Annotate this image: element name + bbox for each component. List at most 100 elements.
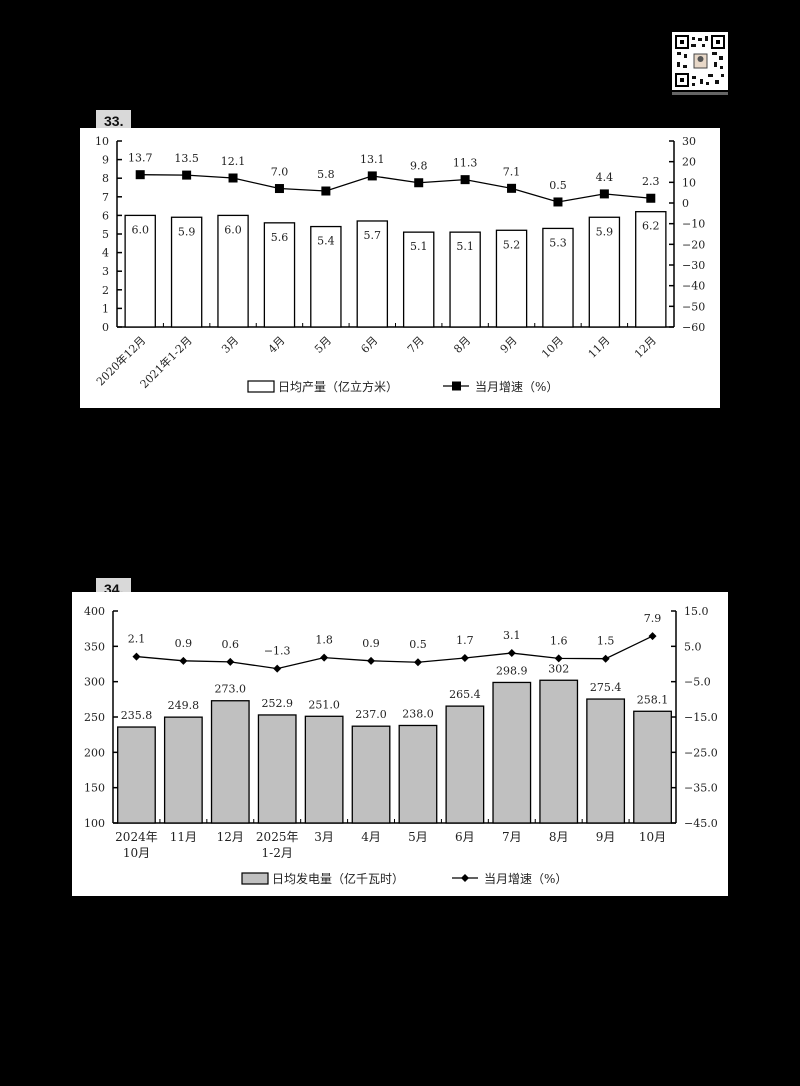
line-marker <box>507 183 517 193</box>
left-tick-label: 250 <box>84 711 105 724</box>
line-value-label: 13.5 <box>174 152 199 165</box>
bar-value-label: 298.9 <box>496 664 527 677</box>
left-tick-label: 200 <box>84 746 105 759</box>
bar <box>402 231 435 328</box>
left-tick-label: 7 <box>102 191 109 204</box>
bar-value-label: 273.0 <box>215 683 247 696</box>
bar-value-label: 5.9 <box>596 225 614 238</box>
line-marker <box>646 193 656 203</box>
chart-34-panel: 100 150 200 250 300 350 400 15.0 5.0 −5.0 −15.0 −25… <box>72 592 728 896</box>
category-label: 9月 <box>498 334 520 356</box>
bar <box>257 714 297 824</box>
line-marker <box>553 197 563 207</box>
left-tick-label: 10 <box>95 135 109 148</box>
category-label: 6月 <box>358 334 380 356</box>
line-value-label: 1.7 <box>456 634 474 647</box>
line-marker <box>413 658 422 667</box>
left-tick-label: 3 <box>102 265 109 278</box>
category-label: 2025年 <box>256 830 299 844</box>
line-value-label: 4.4 <box>596 171 614 184</box>
left-tick-label: 5 <box>102 228 109 241</box>
category-label: 3月 <box>219 334 241 356</box>
right-tick-label: −25.0 <box>684 746 718 759</box>
category-label: 3月 <box>314 830 334 844</box>
legend-bar-label: 日均发电量（亿千瓦时） <box>272 871 404 886</box>
bar-value-label: 6.2 <box>642 220 660 233</box>
category-label: 10月 <box>123 846 150 860</box>
bar <box>310 225 342 328</box>
bar-value-label: 6.0 <box>224 223 242 236</box>
bar <box>445 705 485 824</box>
line-marker <box>601 654 610 663</box>
line-marker <box>367 171 377 181</box>
bar-value-label: 5.1 <box>456 240 474 253</box>
left-tick-label: 8 <box>102 172 109 185</box>
line-value-label: −1.3 <box>264 645 291 658</box>
bar-value-label: 235.8 <box>121 709 153 722</box>
bar <box>495 229 528 328</box>
line-value-label: 11.3 <box>453 157 478 170</box>
category-label: 5月 <box>312 334 334 356</box>
line-marker <box>648 632 657 641</box>
line-value-label: 1.8 <box>315 634 333 647</box>
left-tick-label: 150 <box>84 782 105 795</box>
bar-value-label: 5.3 <box>549 236 567 249</box>
right-tick-label: −60 <box>682 321 705 334</box>
category-label: 8月 <box>451 334 473 356</box>
bar <box>351 725 391 824</box>
category-label: 8月 <box>549 830 569 844</box>
right-tick-label: 10 <box>682 176 696 189</box>
bar <box>635 211 667 328</box>
growth-line <box>140 174 651 203</box>
bar-value-label: 265.4 <box>449 688 481 701</box>
bar <box>398 724 438 824</box>
left-tick-label: 4 <box>102 247 109 260</box>
category-label: 2024年 <box>115 830 158 844</box>
bar <box>588 216 621 328</box>
category-label: 12月 <box>632 334 659 361</box>
category-label: 12月 <box>217 830 244 844</box>
category-label: 11月 <box>586 334 613 361</box>
left-tick-label: 350 <box>84 640 105 653</box>
category-label: 11月 <box>170 830 197 844</box>
bar <box>124 214 156 328</box>
line-marker <box>321 186 331 196</box>
category-label: 7月 <box>405 334 427 356</box>
category-label: 10月 <box>539 334 566 361</box>
legend-line-label: 当月增速（%） <box>484 872 567 886</box>
right-tick-label: 30 <box>682 135 696 148</box>
right-tick-label: −50 <box>682 300 705 313</box>
line-value-label: 3.1 <box>503 629 520 642</box>
legend-line-label: 当月增速（%） <box>475 380 558 394</box>
left-tick-label: 400 <box>84 605 105 618</box>
bar-value-label: 275.4 <box>590 681 622 694</box>
category-label: 7月 <box>502 830 522 844</box>
legend-bar-label: 日均产量（亿立方米） <box>278 379 398 394</box>
bar-value-label: 5.4 <box>317 235 335 248</box>
bar <box>449 231 481 328</box>
line-value-label: 0.9 <box>175 637 193 650</box>
line-marker <box>226 657 235 666</box>
line-marker <box>554 654 563 663</box>
right-tick-label: 15.0 <box>684 605 709 618</box>
bar-value-label: 5.9 <box>178 225 196 238</box>
bar-value-label: 302 <box>548 662 569 675</box>
right-tick-label: 5.0 <box>684 640 702 653</box>
right-tick-label: −5.0 <box>684 676 711 689</box>
category-label: 4月 <box>266 334 288 356</box>
bar <box>210 700 250 824</box>
line-marker <box>228 173 238 183</box>
line-value-label: 7.9 <box>644 612 662 625</box>
category-label: 1-2月 <box>262 846 293 860</box>
right-tick-label: −30 <box>682 259 705 272</box>
bar-value-label: 252.9 <box>261 697 293 710</box>
bar <box>163 716 203 824</box>
right-tick-label: −45.0 <box>684 817 718 830</box>
category-label: 4月 <box>361 830 381 844</box>
line-marker <box>414 178 424 188</box>
category-label: 10月 <box>639 830 666 844</box>
chart-34: 100 150 200 250 300 350 400 15.0 5.0 −5.0 −15.0 −25… <box>84 605 718 886</box>
category-label: 5月 <box>408 830 428 844</box>
left-tick-label: 6 <box>102 209 109 222</box>
line-value-label: 2.3 <box>642 175 660 188</box>
